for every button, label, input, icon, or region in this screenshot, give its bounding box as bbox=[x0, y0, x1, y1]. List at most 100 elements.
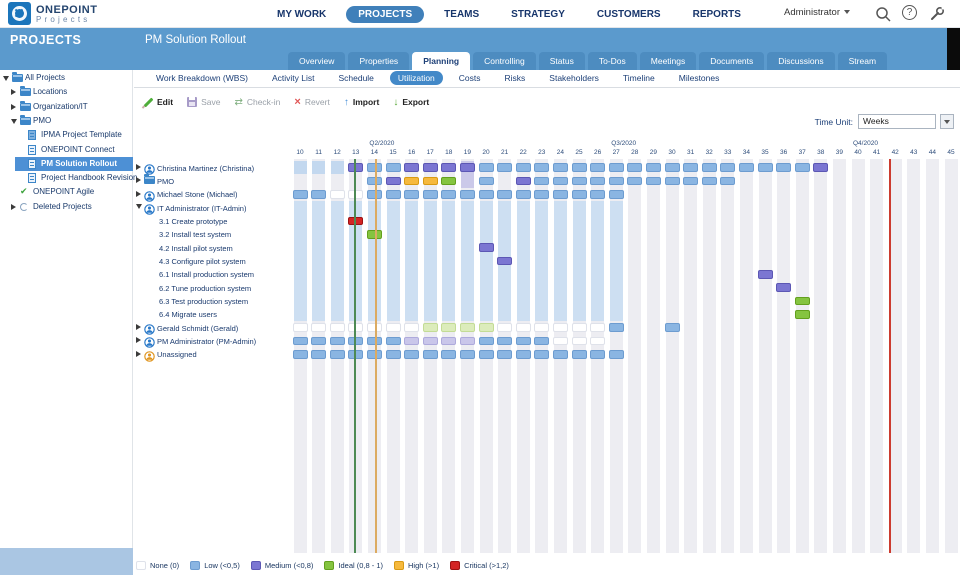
task-row-label[interactable]: 4.2 Install pilot system bbox=[159, 243, 233, 253]
utilization-cell-low[interactable] bbox=[794, 163, 810, 172]
utilization-cell-none[interactable] bbox=[552, 323, 568, 332]
resource-row-label[interactable]: Michael Stone (Michael) bbox=[157, 190, 238, 200]
expand-arrow-icon[interactable] bbox=[136, 190, 141, 197]
expand-arrow-icon[interactable] bbox=[136, 337, 141, 344]
task-row-label[interactable]: 3.2 Install test system bbox=[159, 230, 232, 240]
utilization-cell-low[interactable] bbox=[738, 163, 754, 172]
subtab-activity-list[interactable]: Activity List bbox=[271, 73, 315, 83]
utilization-cell-low[interactable] bbox=[292, 190, 308, 199]
task-row-label[interactable]: 6.4 Migrate users bbox=[159, 310, 217, 320]
utilization-cell-low[interactable] bbox=[534, 336, 550, 346]
utilization-cell-low[interactable] bbox=[552, 176, 568, 186]
utilization-cell-low[interactable] bbox=[590, 350, 606, 359]
utilization-cell-low[interactable] bbox=[459, 350, 475, 359]
utilization-cell-ideal_pale[interactable] bbox=[478, 323, 494, 332]
tab-documents[interactable]: Documents bbox=[699, 52, 765, 70]
expand-arrow-icon[interactable] bbox=[136, 350, 141, 357]
search-icon[interactable] bbox=[874, 5, 892, 23]
utilization-cell-low[interactable] bbox=[552, 190, 568, 199]
utilization-cell-none[interactable] bbox=[329, 323, 345, 332]
utilization-cell-ideal_pale[interactable] bbox=[422, 323, 438, 332]
onepoint-logo-icon[interactable] bbox=[8, 2, 31, 25]
utilization-cell-low[interactable] bbox=[571, 350, 587, 359]
utilization-cell-medium[interactable] bbox=[497, 256, 513, 266]
utilization-cell-low_pale[interactable] bbox=[293, 161, 307, 175]
utilization-cell-low[interactable] bbox=[608, 323, 624, 332]
utilization-cell-low[interactable] bbox=[664, 323, 680, 332]
utilization-cell-low[interactable] bbox=[571, 190, 587, 199]
utilization-cell-high[interactable] bbox=[422, 176, 438, 186]
utilization-cell-low[interactable] bbox=[534, 163, 550, 172]
utilization-cell-low[interactable] bbox=[552, 163, 568, 172]
expand-arrow-icon[interactable] bbox=[136, 324, 141, 331]
utilization-cell-none[interactable] bbox=[534, 323, 550, 332]
resource-row-label[interactable]: PM Administrator (PM-Admin) bbox=[157, 336, 257, 346]
utilization-cell-low[interactable] bbox=[608, 190, 624, 199]
utilization-cell-low[interactable] bbox=[515, 190, 531, 199]
utilization-cell-low[interactable] bbox=[608, 176, 624, 186]
utilization-cell-none[interactable] bbox=[329, 190, 345, 199]
subtab-risks[interactable]: Risks bbox=[504, 73, 526, 83]
utilization-cell-low[interactable] bbox=[757, 163, 773, 172]
utilization-cell-low[interactable] bbox=[571, 176, 587, 186]
utilization-cell-medium[interactable] bbox=[459, 163, 475, 172]
utilization-cell-none[interactable] bbox=[515, 323, 531, 332]
utilization-cell-low[interactable] bbox=[366, 176, 382, 186]
utilization-cell-none[interactable] bbox=[497, 323, 513, 332]
time-unit-select[interactable]: Weeks bbox=[858, 114, 936, 129]
task-row-label[interactable]: 3.1 Create prototype bbox=[159, 216, 228, 226]
tab-status[interactable]: Status bbox=[538, 52, 585, 70]
utilization-cell-low[interactable] bbox=[311, 350, 327, 359]
subtab-schedule[interactable]: Schedule bbox=[338, 73, 374, 83]
utilization-cell-low[interactable] bbox=[627, 163, 643, 172]
expand-arrow-icon[interactable] bbox=[11, 89, 16, 96]
utilization-cell-low[interactable] bbox=[776, 163, 792, 172]
edit-button[interactable]: Edit bbox=[142, 97, 173, 108]
collapse-arrow-icon[interactable] bbox=[3, 76, 9, 81]
utilization-cell-low[interactable] bbox=[552, 350, 568, 359]
tab-controlling[interactable]: Controlling bbox=[473, 52, 536, 70]
utilization-cell-low[interactable] bbox=[664, 163, 680, 172]
utilization-cell-medium[interactable] bbox=[813, 163, 829, 172]
user-menu[interactable]: Administrator bbox=[784, 7, 850, 18]
utilization-cell-low[interactable] bbox=[608, 163, 624, 172]
utilization-cell-low[interactable] bbox=[366, 336, 382, 346]
utilization-cell-medium[interactable] bbox=[515, 176, 531, 186]
utilization-cell-low_pale[interactable] bbox=[312, 161, 326, 175]
utilization-cell-none[interactable] bbox=[571, 323, 587, 332]
resource-row-label[interactable]: IT Administrator (IT-Admin) bbox=[157, 203, 247, 213]
utilization-cell-low[interactable] bbox=[366, 350, 382, 359]
utilization-cell-low[interactable] bbox=[497, 190, 513, 199]
utilization-cell-medium[interactable] bbox=[441, 163, 457, 172]
utilization-cell-low[interactable] bbox=[720, 163, 736, 172]
utilization-cell-high[interactable] bbox=[404, 176, 420, 186]
utilization-cell-low[interactable] bbox=[701, 176, 717, 186]
utilization-cell-medium_pale[interactable] bbox=[459, 336, 475, 346]
utilization-cell-low[interactable] bbox=[459, 190, 475, 199]
subtab-timeline[interactable]: Timeline bbox=[622, 73, 655, 83]
utilization-cell-low[interactable] bbox=[720, 176, 736, 186]
utilization-cell-low[interactable] bbox=[590, 163, 606, 172]
resource-row-label[interactable]: Unassigned bbox=[157, 350, 197, 360]
sidebar-item-pm-solution-rollout[interactable]: PM Solution Rollout bbox=[0, 156, 133, 171]
tab-stream[interactable]: Stream bbox=[837, 52, 888, 70]
utilization-cell-low[interactable] bbox=[590, 176, 606, 186]
utilization-cell-low[interactable] bbox=[311, 190, 327, 199]
sidebar-item-ipma-project-template[interactable]: IPMA Project Template bbox=[0, 128, 133, 142]
utilization-cell-low[interactable] bbox=[515, 350, 531, 359]
utilization-cell-low[interactable] bbox=[478, 350, 494, 359]
collapse-arrow-icon[interactable] bbox=[136, 204, 142, 210]
nav-item-my-work[interactable]: MY WORK bbox=[277, 8, 327, 20]
expand-arrow-icon[interactable] bbox=[136, 164, 141, 170]
sidebar-item-onepoint-connect[interactable]: ONEPOINT Connect bbox=[0, 143, 133, 157]
nav-item-teams[interactable]: TEAMS bbox=[444, 8, 480, 20]
export-button[interactable]: ↓ Export bbox=[393, 97, 429, 108]
utilization-cell-none[interactable] bbox=[590, 323, 606, 332]
utilization-cell-none[interactable] bbox=[571, 336, 587, 346]
tools-icon[interactable] bbox=[928, 5, 946, 23]
utilization-cell-none[interactable] bbox=[552, 336, 568, 346]
utilization-cell-low[interactable] bbox=[404, 350, 420, 359]
utilization-cell-low[interactable] bbox=[645, 176, 661, 186]
utilization-cell-low[interactable] bbox=[590, 190, 606, 199]
utilization-cell-low[interactable] bbox=[311, 336, 327, 346]
